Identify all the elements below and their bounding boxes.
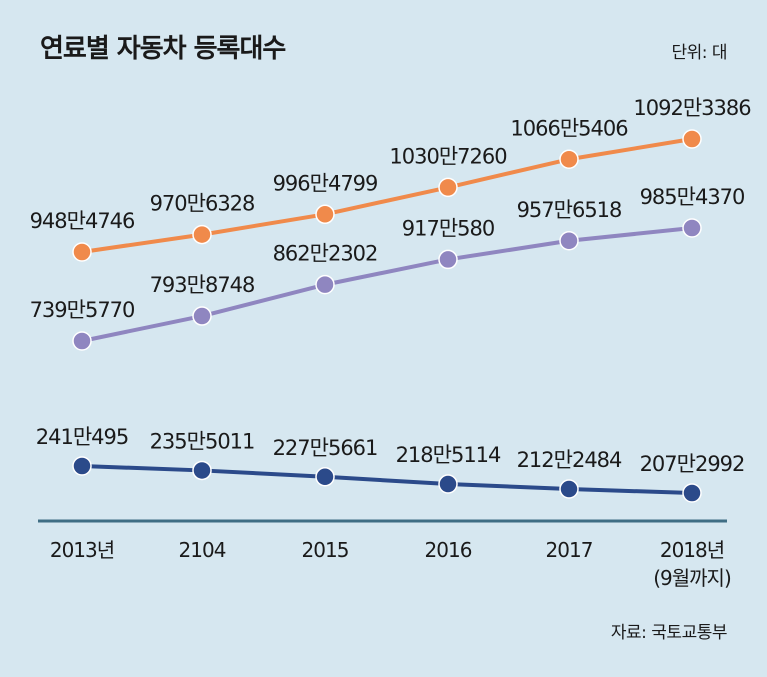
x-tick-label: 2018년 <box>660 538 724 562</box>
series-1-data-label: 996만4799 <box>273 171 378 195</box>
series-1-point <box>682 129 702 149</box>
x-tick-label: 2015 <box>302 538 349 562</box>
x-tick-label: 2013년 <box>50 538 114 562</box>
series-1-point <box>72 242 92 262</box>
unit-label: 단위: 대 <box>671 43 727 63</box>
series-2-point <box>315 274 335 295</box>
series-1-data-label: 1092만3386 <box>633 96 751 120</box>
series-2-point <box>192 306 212 326</box>
series-2-data-label: 985만4370 <box>640 185 745 209</box>
series-2-point <box>682 218 702 238</box>
series-3-point <box>72 456 92 476</box>
series-3-data-label: 235만5011 <box>150 429 255 453</box>
series-2-point <box>72 331 92 351</box>
series-2-data-label: 862만2302 <box>273 242 378 266</box>
series-1-point <box>438 177 458 198</box>
x-tick-labels: 2013년 2104 2015 2016 2017 2018년 (9월까지) <box>50 538 732 590</box>
x-tick-label: 2017 <box>546 538 593 562</box>
series-2-line <box>81 226 693 343</box>
series-3-point <box>682 483 702 503</box>
chart-title: 연료별 자동차 등록대수 <box>40 34 286 64</box>
series-2-data-label: 957만6518 <box>517 198 622 222</box>
series-2-point <box>438 249 458 270</box>
x-tick-label: 2016 <box>425 538 472 562</box>
series-3-data-label: 207만2992 <box>640 452 745 476</box>
series-1-data-label: 948만4746 <box>30 209 135 233</box>
x-tick-label: (9월까지) <box>653 566 731 590</box>
series-1-data-label: 1030만7260 <box>389 144 506 168</box>
series-3-data-label: 212만2484 <box>517 448 622 472</box>
series-2-point <box>559 231 579 251</box>
series-3-line <box>81 464 693 495</box>
series-1-data-label: 1066만5406 <box>510 116 628 140</box>
series-1-data-label: 970만6328 <box>150 192 255 216</box>
series-3-point <box>315 467 335 487</box>
series-3-data-label: 227만5661 <box>273 436 378 460</box>
series-1-point <box>192 224 212 245</box>
series-3-point <box>559 479 579 499</box>
series-2-data-label: 739만5770 <box>30 298 135 322</box>
series-3-data-label: 218만5114 <box>396 443 501 467</box>
series-3-point <box>438 474 458 494</box>
series-3-data-label: 241만495 <box>36 425 129 449</box>
series-1-line <box>81 137 693 254</box>
series-layer: 948만4746 970만6328 996만4799 1030만72601066만54… <box>30 96 752 503</box>
x-tick-label: 2104 <box>179 538 226 562</box>
series-1-point <box>559 149 579 170</box>
series-1-point <box>315 204 335 225</box>
series-2-data-label: 793만8748 <box>150 273 255 297</box>
series-2-data-label: 917만580 <box>402 216 495 240</box>
source-label: 자료: 국토교통부 <box>610 623 728 643</box>
series-3-point <box>192 460 212 481</box>
